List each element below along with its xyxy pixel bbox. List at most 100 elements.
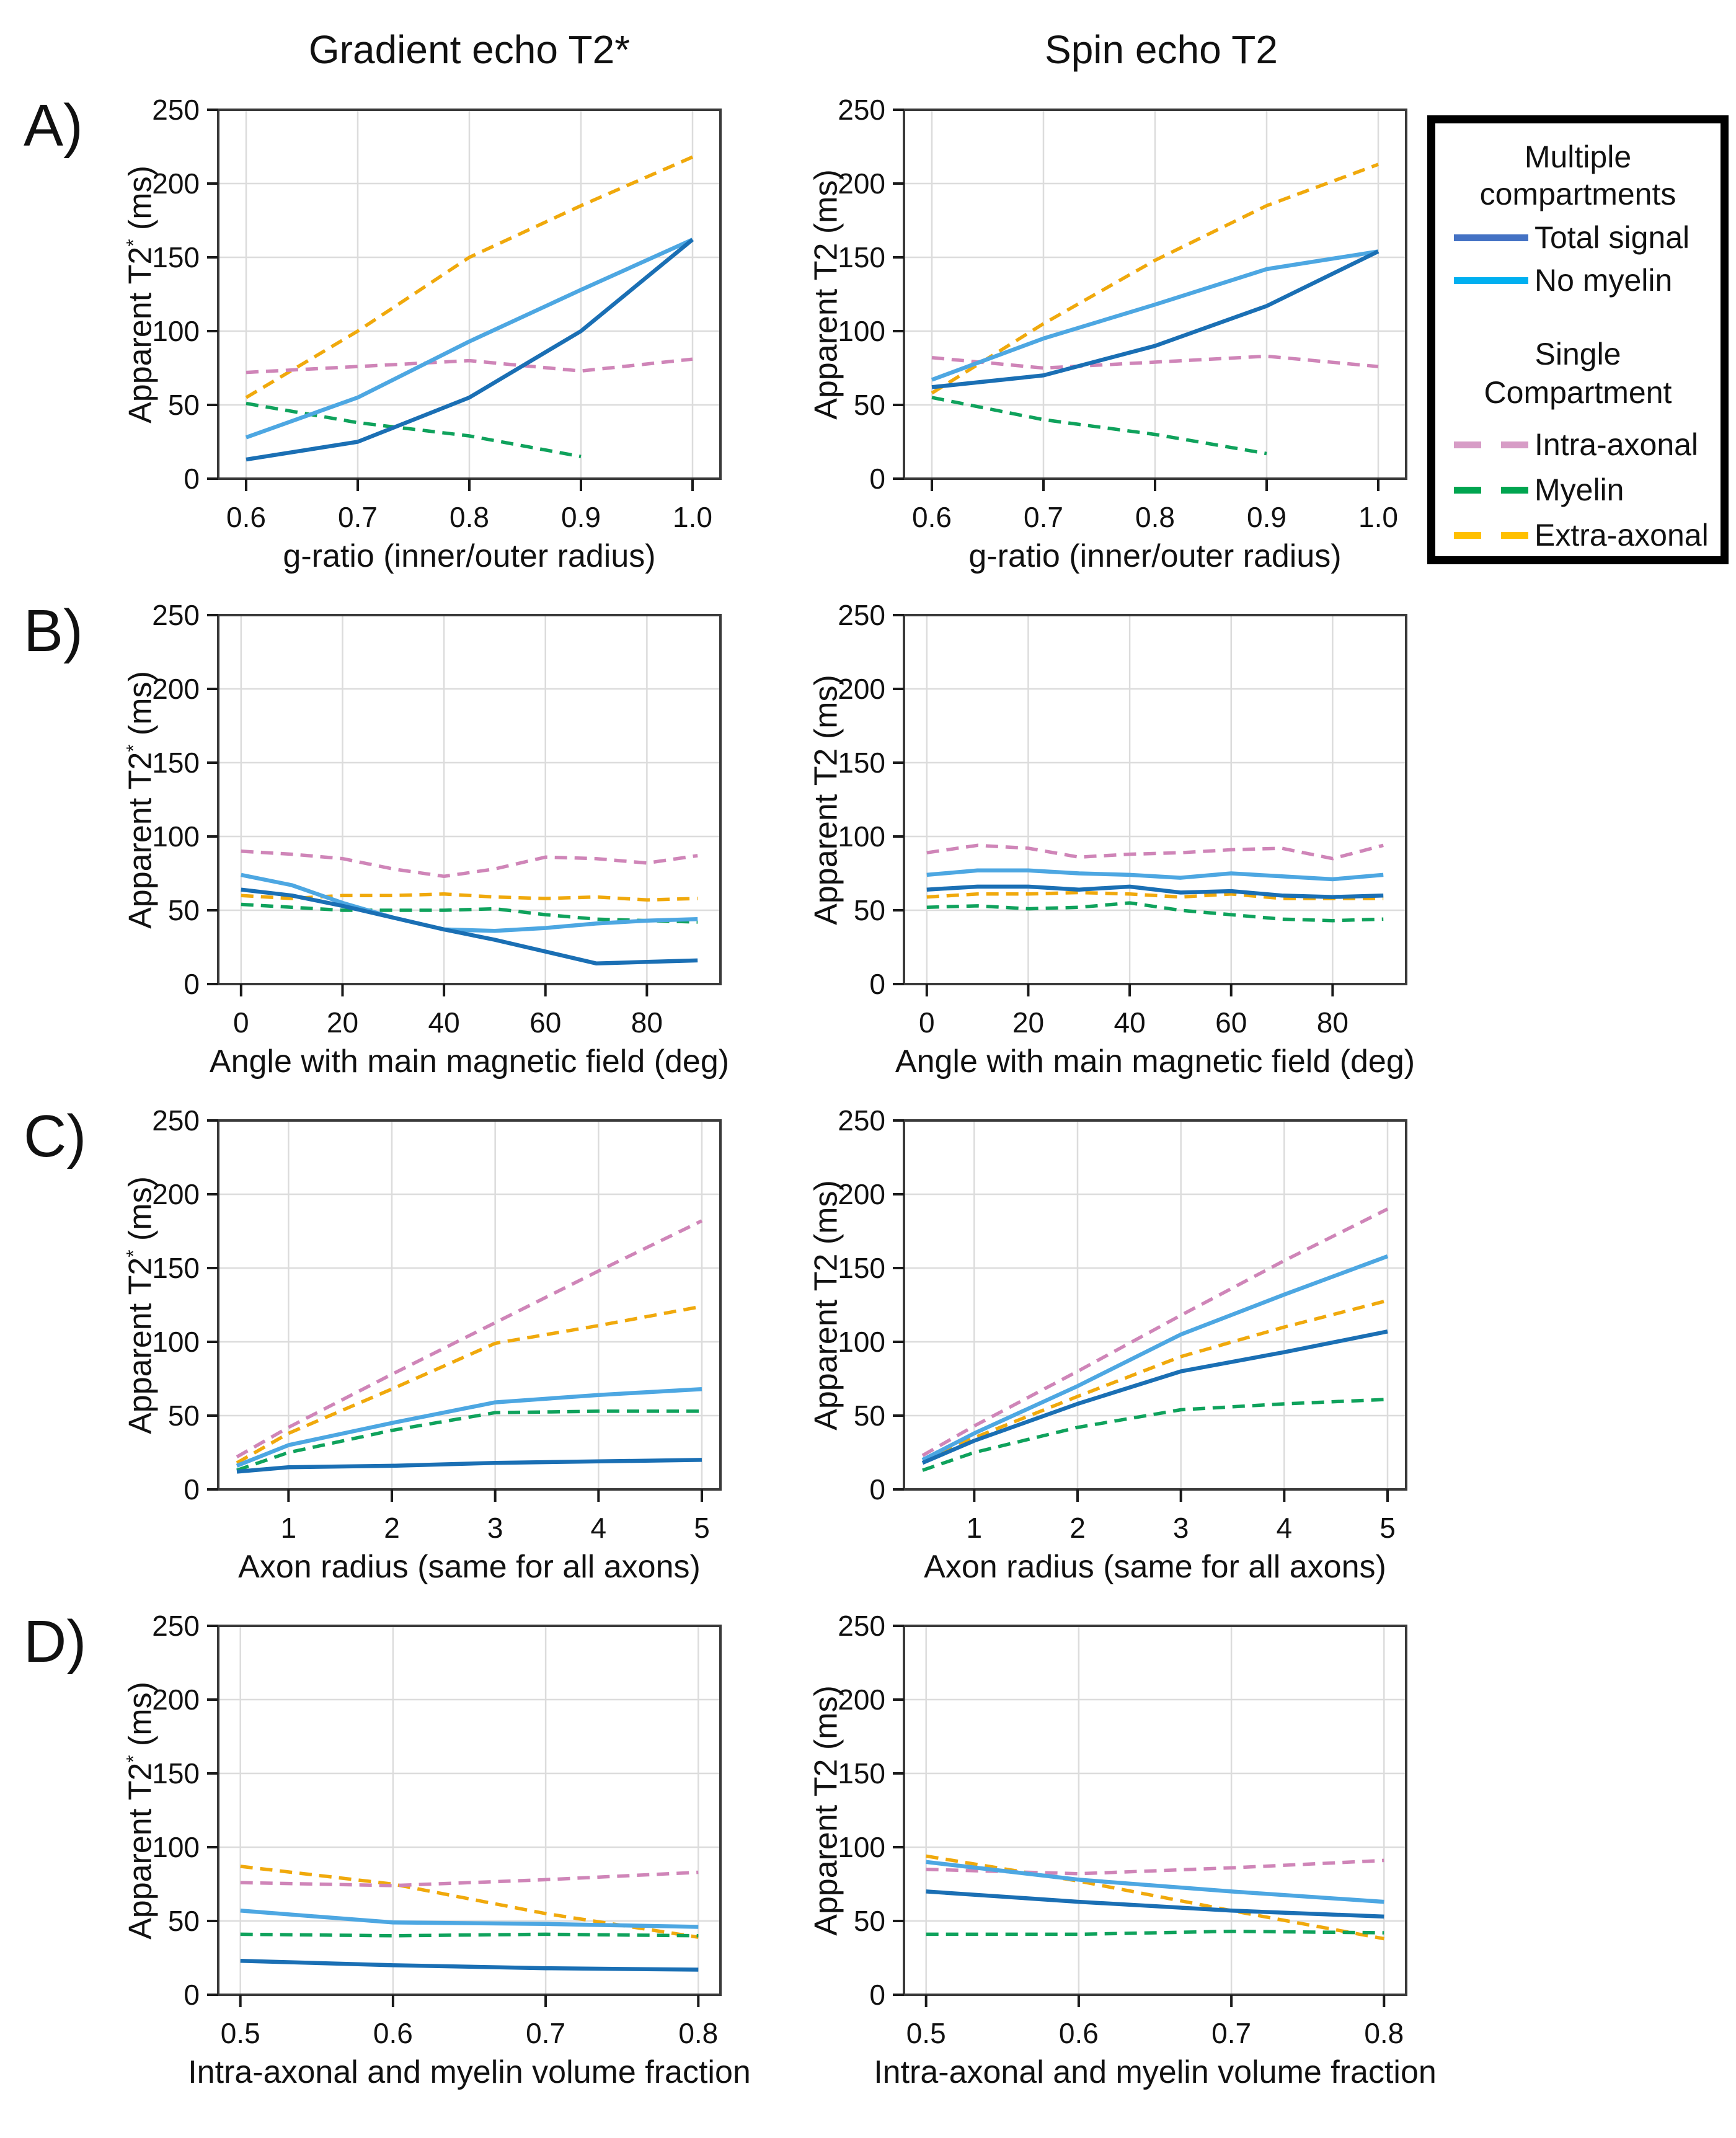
- svg-text:200: 200: [152, 1683, 200, 1716]
- legend-item-label: Extra-axonal: [1534, 518, 1709, 552]
- svg-text:250: 250: [838, 1104, 885, 1137]
- svg-text:0.9: 0.9: [561, 501, 601, 533]
- svg-text:150: 150: [152, 747, 200, 779]
- svg-text:0.7: 0.7: [1211, 2017, 1251, 2049]
- svg-text:0: 0: [869, 1473, 885, 1506]
- svg-text:4: 4: [591, 1512, 607, 1544]
- svg-text:200: 200: [152, 1178, 200, 1210]
- svg-text:0.7: 0.7: [338, 501, 378, 533]
- svg-text:200: 200: [152, 167, 200, 200]
- svg-text:1: 1: [281, 1512, 297, 1544]
- svg-text:200: 200: [152, 673, 200, 705]
- myelin-line-swatch: [1454, 486, 1528, 494]
- svg-text:20: 20: [1012, 1006, 1044, 1039]
- svg-text:200: 200: [838, 1178, 885, 1210]
- svg-text:250: 250: [152, 1610, 200, 1642]
- svg-text:150: 150: [152, 1252, 200, 1284]
- xlabel-a-spin-echo: g-ratio (inner/outer radius): [968, 538, 1342, 574]
- legend-item-label: No myelin: [1534, 263, 1673, 298]
- svg-text:50: 50: [854, 1399, 885, 1432]
- svg-text:50: 50: [168, 389, 200, 421]
- svg-text:60: 60: [1215, 1006, 1247, 1039]
- svg-text:2: 2: [1070, 1512, 1086, 1544]
- xlabel-b-gradient-echo: Angle with main magnetic field (deg): [209, 1044, 730, 1080]
- svg-text:50: 50: [854, 1905, 885, 1937]
- ylabel-a-spin-echo: Apparent T2 (ms): [808, 169, 844, 420]
- svg-text:0.5: 0.5: [906, 2017, 946, 2049]
- svg-text:3: 3: [1173, 1512, 1189, 1544]
- svg-text:0.8: 0.8: [450, 501, 489, 533]
- svg-text:150: 150: [152, 1757, 200, 1790]
- no-myelin-line-swatch: [1454, 277, 1528, 284]
- svg-text:0: 0: [233, 1006, 249, 1039]
- svg-text:200: 200: [838, 167, 885, 200]
- svg-text:40: 40: [428, 1006, 460, 1039]
- ylabel-b-spin-echo: Apparent T2 (ms): [808, 675, 844, 925]
- ylabel-d-gradient-echo: Apparent T2* (ms): [122, 1682, 159, 1940]
- panel-label-d: D): [24, 1608, 87, 1675]
- legend-item-myelin: Myelin: [1435, 471, 1720, 509]
- xlabel-d-spin-echo: Intra-axonal and myelin volume fraction: [874, 2054, 1437, 2090]
- ylabel-a-gradient-echo: Apparent T2* (ms): [122, 166, 159, 424]
- svg-text:0: 0: [184, 463, 200, 495]
- svg-text:150: 150: [838, 241, 885, 273]
- plot-d-spin-echo: 0 50 100 150 200 250 0.5 0.6 0.7 0.8: [838, 1610, 1407, 2049]
- xlabel-a-gradient-echo: g-ratio (inner/outer radius): [283, 538, 656, 574]
- svg-text:250: 250: [152, 1104, 200, 1137]
- legend-item-label: Total signal: [1534, 220, 1690, 255]
- svg-text:250: 250: [838, 599, 885, 631]
- legend-item-total-signal: Total signal: [1435, 218, 1720, 257]
- svg-text:100: 100: [152, 1831, 200, 1863]
- xlabel-b-spin-echo: Angle with main magnetic field (deg): [895, 1044, 1415, 1080]
- total-signal-line-swatch: [1454, 234, 1528, 241]
- svg-text:0: 0: [184, 968, 200, 1000]
- svg-text:100: 100: [838, 315, 885, 347]
- svg-text:250: 250: [152, 599, 200, 631]
- svg-text:0.6: 0.6: [226, 501, 266, 533]
- svg-text:100: 100: [838, 1326, 885, 1358]
- svg-text:1: 1: [967, 1512, 983, 1544]
- svg-text:0.6: 0.6: [1059, 2017, 1099, 2049]
- svg-text:3: 3: [487, 1512, 503, 1544]
- svg-text:50: 50: [168, 1399, 200, 1432]
- intra-axonal-line-swatch: [1454, 441, 1528, 448]
- svg-text:0: 0: [869, 463, 885, 495]
- plot-c-spin-echo: 0 50 100 150 200 250 1 2 3 4 5: [838, 1104, 1407, 1544]
- svg-text:50: 50: [168, 1905, 200, 1937]
- svg-text:80: 80: [1317, 1006, 1348, 1039]
- svg-text:5: 5: [694, 1512, 710, 1544]
- legend-heading-single: Single: [1534, 337, 1621, 371]
- svg-text:100: 100: [152, 820, 200, 853]
- plot-c-gradient-echo: 0 50 100 150 200 250 1 2 3 4 5: [152, 1104, 722, 1544]
- svg-text:0: 0: [184, 1979, 200, 2011]
- svg-text:0: 0: [184, 1473, 200, 1506]
- column-title-gradient-echo: Gradient echo T2*: [308, 27, 631, 72]
- svg-text:200: 200: [838, 1683, 885, 1716]
- xlabel-c-gradient-echo: Axon radius (same for all axons): [238, 1549, 701, 1585]
- ylabel-c-gradient-echo: Apparent T2* (ms): [122, 1176, 159, 1434]
- svg-text:0.6: 0.6: [912, 501, 952, 533]
- svg-text:50: 50: [854, 894, 885, 926]
- svg-text:0.8: 0.8: [1364, 2017, 1404, 2049]
- extra-axonal-line-swatch: [1454, 531, 1528, 539]
- svg-text:150: 150: [838, 1252, 885, 1284]
- plot-a-spin-echo: 0 50 100 150 200 250 0.6 0.7 0.8 0.9 1.0: [838, 94, 1407, 533]
- legend-heading-multiple: Multiple: [1524, 140, 1632, 174]
- svg-text:20: 20: [327, 1006, 358, 1039]
- svg-text:100: 100: [152, 315, 200, 347]
- legend-item-label: Intra-axonal: [1534, 427, 1699, 462]
- svg-text:0.9: 0.9: [1247, 501, 1286, 533]
- panel-label-a: A): [24, 92, 83, 159]
- panel-label-b: B): [24, 598, 83, 664]
- legend-item-no-myelin: No myelin: [1435, 261, 1720, 299]
- svg-text:4: 4: [1277, 1512, 1293, 1544]
- svg-text:1.0: 1.0: [1358, 501, 1398, 533]
- svg-text:250: 250: [838, 1610, 885, 1642]
- svg-text:100: 100: [152, 1326, 200, 1358]
- svg-text:100: 100: [838, 820, 885, 853]
- svg-text:100: 100: [838, 1831, 885, 1863]
- svg-text:40: 40: [1114, 1006, 1146, 1039]
- svg-text:2: 2: [384, 1512, 400, 1544]
- svg-text:0.7: 0.7: [1024, 501, 1063, 533]
